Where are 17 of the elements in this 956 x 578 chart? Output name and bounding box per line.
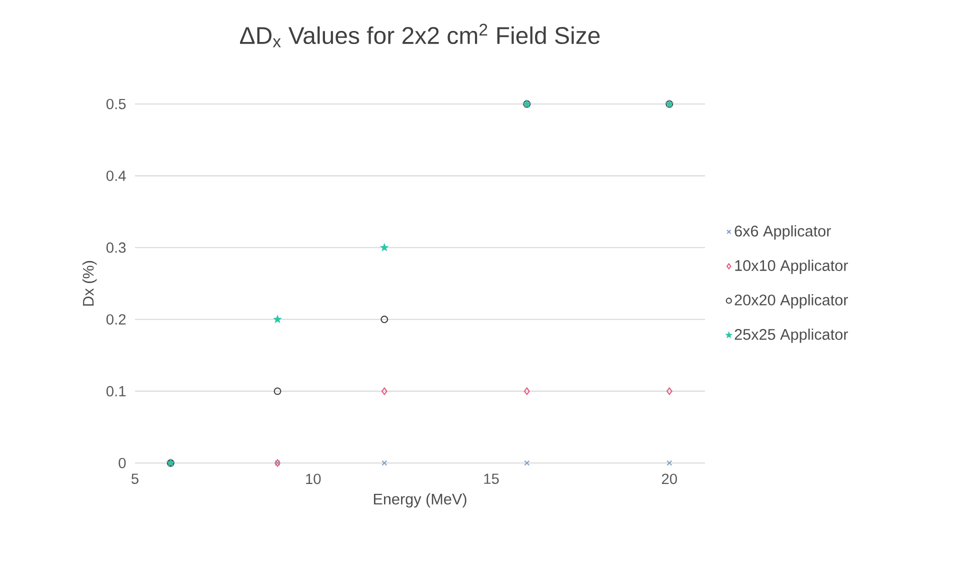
x-tick-label: 20 [662, 474, 677, 484]
x-tick-label: 5 [132, 474, 138, 484]
x-tick-label: 15 [484, 474, 499, 484]
y-axis-title: Dx (%) [82, 261, 97, 306]
y-tick-label: 0.4 [106, 170, 126, 181]
x-axis-title: Energy (MeV) [374, 493, 466, 508]
x-tick-label: 10 [306, 474, 321, 484]
legend-label: 20x20 Applicator [734, 294, 848, 308]
y-tick-label: 0.2 [106, 314, 126, 325]
y-tick-label: 0.5 [106, 98, 126, 110]
legend-label: 10x10 Applicator [735, 260, 848, 274]
y-tick-label: 0.3 [106, 242, 126, 253]
chart-title: ΔD$_{x}$ Values for 2x2 cm$^{2}$ Field Size [240, 24, 600, 48]
y-tick-label: 0 [118, 458, 126, 468]
y-tick-label: 0.1 [106, 386, 126, 396]
legend-label: 6x6 Applicator [734, 225, 831, 240]
legend-label: 25x25 Applicator [734, 328, 848, 343]
